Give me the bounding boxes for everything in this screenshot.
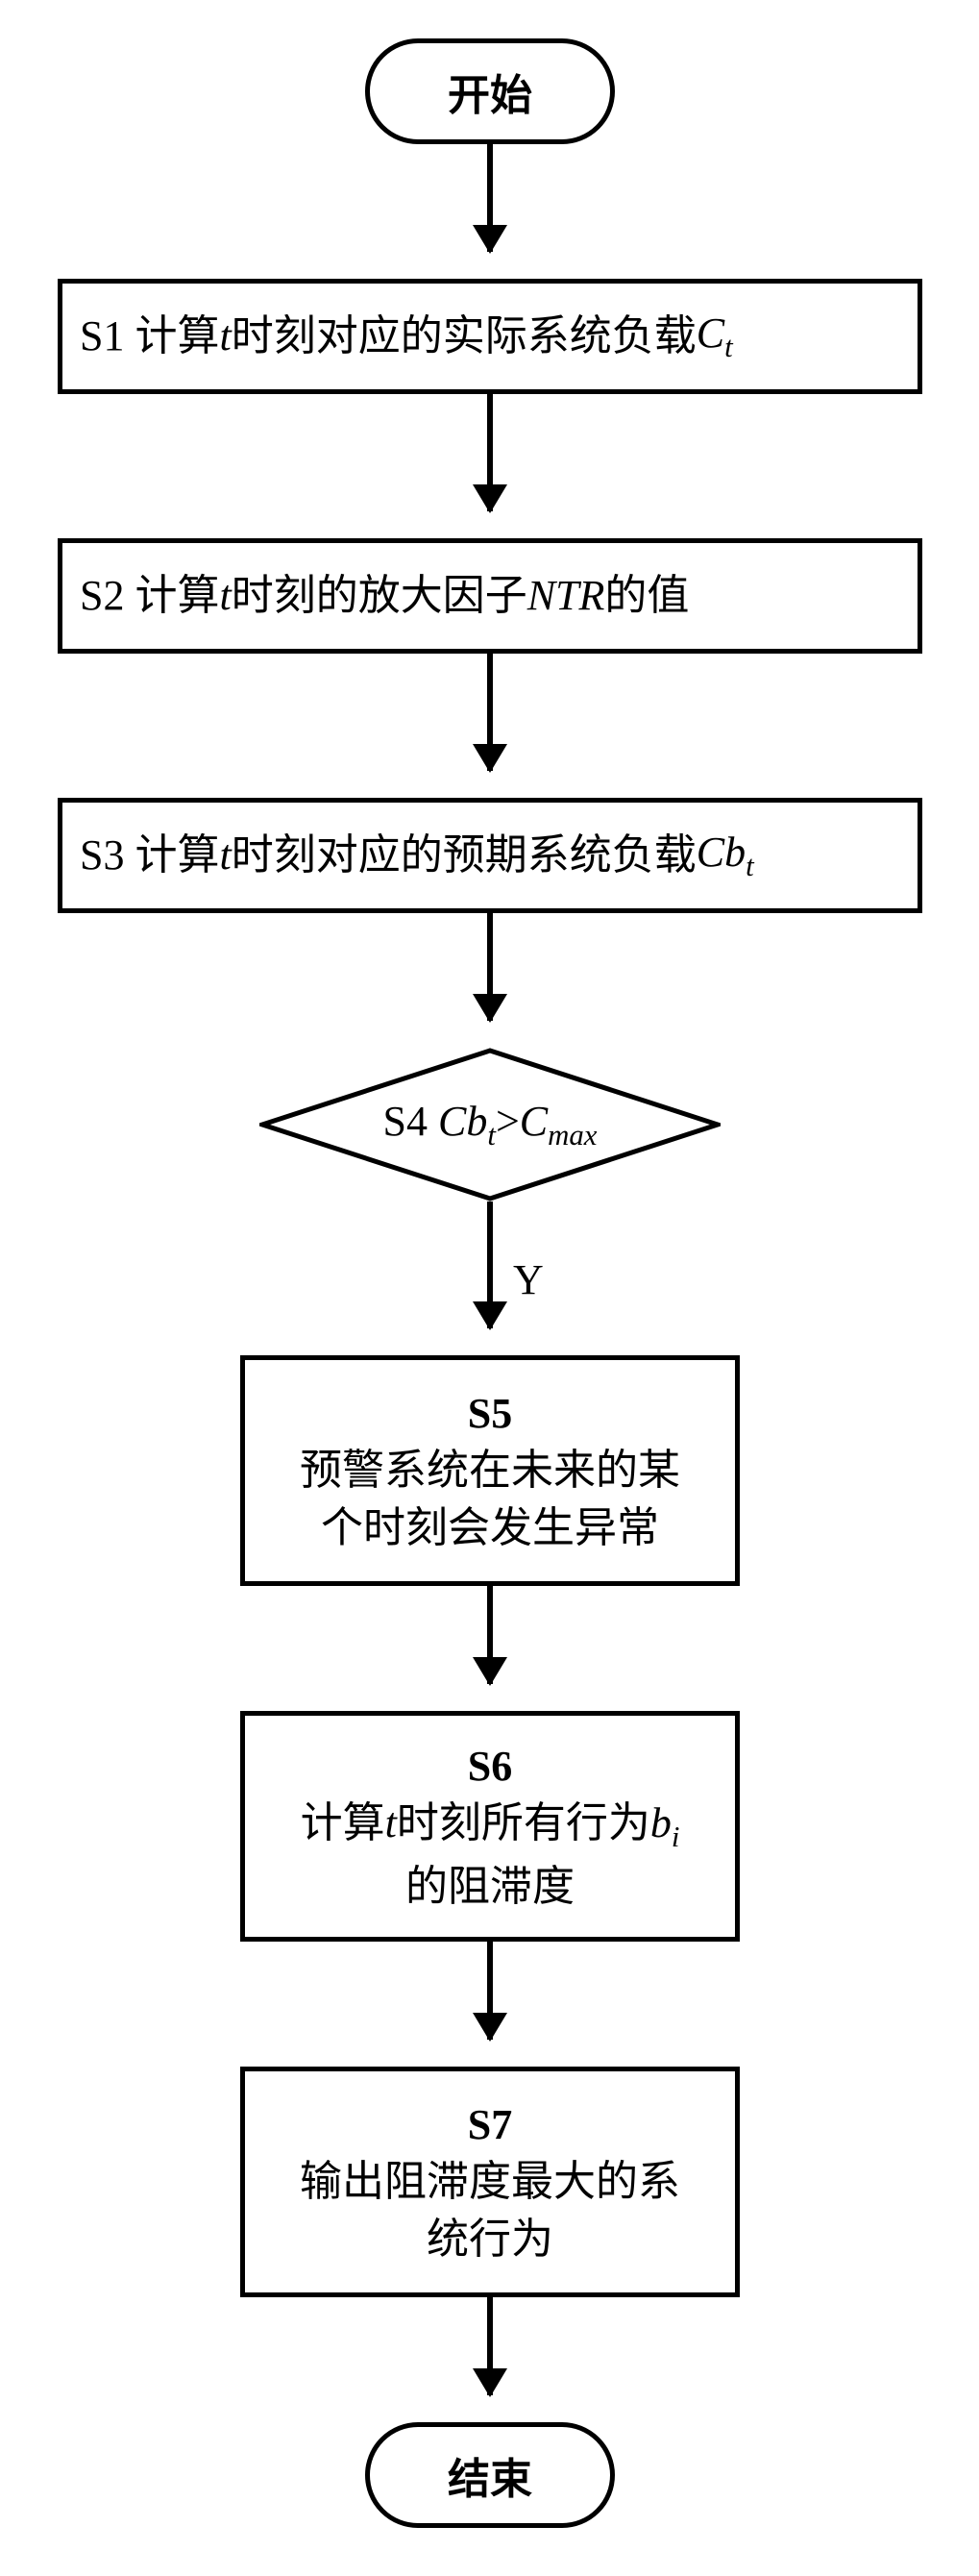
arrow xyxy=(487,1586,493,1684)
arrow xyxy=(487,913,493,1021)
step-s2: S2 计算t时刻的放大因子NTR的值 xyxy=(58,538,922,654)
arrow xyxy=(487,654,493,771)
edge-label-Y: Y xyxy=(513,1255,544,1304)
step-s6: S6计算t时刻所有行为bi的阻滞度 xyxy=(240,1711,740,1942)
arrow xyxy=(487,1201,493,1328)
step-s1: S1 计算t时刻对应的实际系统负载Ct xyxy=(58,279,922,394)
arrow xyxy=(487,1942,493,2040)
terminator-start: 开始 xyxy=(365,38,615,144)
decision-s4-label: S4 Cbt>Cmax xyxy=(383,1097,598,1152)
step-s3: S3 计算t时刻对应的预期系统负载Cbt xyxy=(58,798,922,913)
arrow xyxy=(487,2297,493,2395)
terminator-end: 结束 xyxy=(365,2422,615,2528)
arrow xyxy=(487,144,493,252)
decision-s4: S4 Cbt>Cmax xyxy=(259,1048,721,1201)
step-s5: S5预警系统在未来的某个时刻会发生异常 xyxy=(240,1355,740,1586)
arrow xyxy=(487,394,493,511)
step-s7: S7输出阻滞度最大的系统行为 xyxy=(240,2067,740,2297)
